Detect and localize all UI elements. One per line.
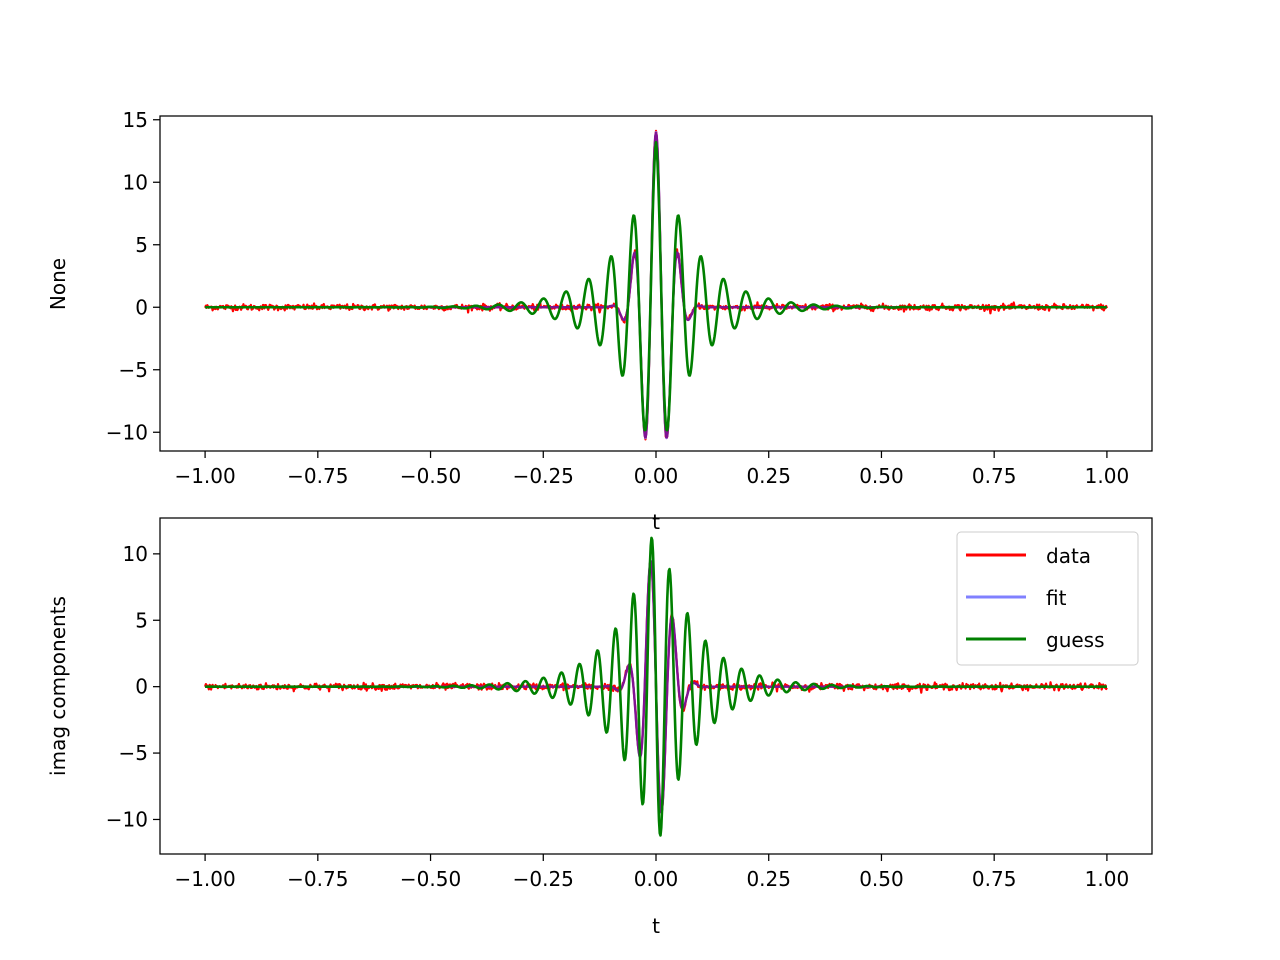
top-subplot: −1.00 −0.75 −0.50 −0.25 0.00 0.25 0.50 0.75 1.00… (46, 108, 1153, 534)
bottom-y-tick-label: 5 (135, 608, 148, 632)
top-x-tick-label: −0.25 (513, 464, 574, 488)
top-x-tick-label: −0.75 (287, 464, 348, 488)
top-x-tick-label: 0.75 (972, 464, 1017, 488)
top-x-tick-label: 1.00 (1085, 464, 1130, 488)
bottom-x-tick-label: −0.50 (400, 867, 461, 891)
top-x-tick-label: 0.25 (746, 464, 791, 488)
top-x-axis-label: t (652, 510, 660, 534)
bottom-x-ticks: −1.00 −0.75 −0.50 −0.25 0.00 0.25 0.50 0.75 1.00 (174, 854, 1129, 891)
legend: data fit guess (956, 531, 1139, 666)
legend-label-fit: fit (1046, 586, 1067, 610)
bottom-y-tick-label: 0 (135, 675, 148, 699)
legend-label-data: data (1046, 544, 1091, 568)
top-x-tick-label: 0.50 (859, 464, 904, 488)
top-y-ticks: −10 −5 0 5 10 15 (106, 108, 160, 444)
bottom-series-group (204, 536, 1108, 837)
bottom-x-tick-label: 0.50 (859, 867, 904, 891)
bottom-y-tick-label: 10 (123, 542, 148, 566)
bottom-x-tick-label: 0.25 (746, 867, 791, 891)
top-x-ticks: −1.00 −0.75 −0.50 −0.25 0.00 0.25 0.50 0.75 1.00 (174, 451, 1129, 488)
bottom-x-tick-label: −0.25 (513, 867, 574, 891)
bottom-y-tick-label: −10 (106, 807, 148, 831)
top-y-tick-label: 10 (123, 170, 148, 194)
top-series-group (204, 129, 1108, 441)
top-y-tick-label: 15 (123, 108, 148, 132)
bottom-x-axis-label: t (652, 914, 660, 938)
legend-label-guess: guess (1046, 628, 1105, 652)
bottom-x-tick-label: 1.00 (1085, 867, 1130, 891)
bottom-x-tick-label: −0.75 (287, 867, 348, 891)
legend-box (956, 531, 1139, 666)
bottom-x-tick-label: 0.00 (634, 867, 679, 891)
top-x-tick-label: 0.00 (634, 464, 679, 488)
top-y-tick-label: 5 (135, 233, 148, 257)
top-x-tick-label: −0.50 (400, 464, 461, 488)
top-series-guess (204, 140, 1108, 432)
top-y-tick-label: −10 (106, 420, 148, 444)
bottom-series-guess (204, 536, 1108, 837)
bottom-y-axis-label: imag components (46, 596, 70, 776)
bottom-y-ticks: −10 −5 0 5 10 (106, 542, 160, 831)
bottom-x-tick-label: 0.75 (972, 867, 1017, 891)
top-x-tick-label: −1.00 (174, 464, 235, 488)
top-y-tick-label: −5 (119, 358, 148, 382)
top-y-axis-label: None (46, 258, 70, 310)
bottom-x-tick-label: −1.00 (174, 867, 235, 891)
bottom-y-tick-label: −5 (119, 741, 148, 765)
top-y-tick-label: 0 (135, 295, 148, 319)
bottom-subplot: −1.00 −0.75 −0.50 −0.25 0.00 0.25 0.50 0.75 1.00… (46, 517, 1153, 938)
